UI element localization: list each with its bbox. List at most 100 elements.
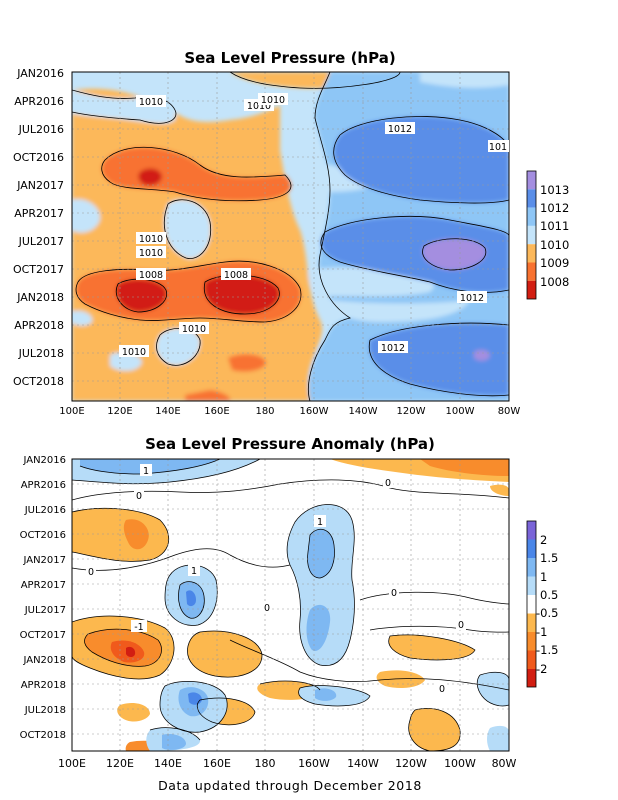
- slp-panel: Sea Level Pressure (hPa): [13, 49, 569, 417]
- slp-y-tick-label: OCT2017: [13, 263, 64, 276]
- anomaly-contour-label: 0: [385, 478, 391, 489]
- slp-x-tick-label: 140E: [155, 406, 180, 417]
- slp-x-tick-label: 160W: [300, 406, 329, 417]
- slp-x-tick-label: 160E: [204, 406, 229, 417]
- slp-y-tick-label: JAN2018: [16, 291, 64, 304]
- slp-colorbar: 1013 1012 1011 1010 1009 1008: [526, 170, 569, 300]
- slp-y-tick-label: APR2018: [14, 319, 64, 332]
- anomaly-contour-label: 1: [143, 466, 149, 477]
- slp-x-tick-label: 120W: [397, 406, 426, 417]
- anomaly-contour-label: 0: [264, 603, 270, 614]
- anomaly-colorbar-label: -1: [536, 625, 547, 639]
- anomaly-y-tick-label: OCT2017: [20, 630, 66, 641]
- slp-contour-label: 1010: [139, 248, 163, 259]
- anomaly-contour-label: 0: [391, 588, 397, 599]
- slp-colorbar-label: 1013: [540, 183, 569, 197]
- anomaly-x-tick-label: 180: [255, 757, 276, 770]
- slp-colorbar-swatch: [527, 244, 536, 263]
- slp-y-axis: JAN2016 APR2016 JUL2016 OCT2016 JAN2017 …: [13, 67, 64, 388]
- anomaly-x-tick-label: 140E: [154, 757, 182, 770]
- anomaly-colorbar-label: -2: [536, 662, 547, 676]
- anomaly-plot-frame: [71, 458, 510, 752]
- slp-x-tick-label: 100W: [446, 406, 475, 417]
- slp-colorbar-label: 1008: [540, 275, 569, 289]
- anomaly-contour-label: 0: [439, 684, 445, 695]
- anomaly-x-tick-label: 80W: [492, 757, 517, 770]
- anomaly-colorbar-swatch: [527, 521, 536, 540]
- slp-contour-label: 1012: [460, 293, 484, 304]
- anomaly-colorbar-label: 2: [540, 533, 547, 547]
- anomaly-contour-label: 0: [88, 567, 94, 578]
- slp-colorbar-label: 1011: [540, 219, 569, 233]
- slp-colorbar-label: 1010: [540, 238, 569, 252]
- slp-contour-label: 1012: [388, 124, 412, 135]
- anomaly-colorbar-swatch: [527, 576, 536, 595]
- anomaly-colorbar-label: 1.5: [540, 551, 558, 565]
- anomaly-x-tick-label: 120W: [395, 757, 427, 770]
- anomaly-y-axis: JAN2016 APR2016 JUL2016 OCT2016 JAN2017 …: [20, 455, 66, 741]
- anomaly-y-tick-label: JUL2018: [24, 705, 66, 716]
- slp-y-tick-label: JUL2018: [18, 347, 64, 360]
- slp-y-tick-label: JUL2017: [18, 235, 64, 248]
- slp-plot-frame: [71, 71, 510, 402]
- anomaly-colorbar-swatch: [527, 632, 536, 651]
- anomaly-y-tick-label: JUL2016: [24, 505, 66, 516]
- slp-contour-label: 1010: [122, 347, 146, 358]
- slp-colorbar-label: 1009: [540, 256, 569, 270]
- slp-contour-labels: 1010 1010 1010 1012 101 1010 1010 1008 1…: [119, 93, 509, 358]
- anomaly-contour-label: -1: [134, 622, 143, 633]
- anomaly-colorbar-swatch: [527, 650, 536, 669]
- anomaly-colorbar-label: -0.5: [536, 606, 558, 620]
- slp-contour-label: 1012: [381, 343, 405, 354]
- anomaly-contour-label: 0: [136, 491, 142, 502]
- slp-colorbar-label: 1012: [540, 201, 569, 215]
- anomaly-title: Sea Level Pressure Anomaly (hPa): [145, 435, 435, 453]
- anomaly-colorbar-swatch: [527, 669, 536, 687]
- slp-colorbar-swatch: [527, 207, 536, 226]
- anomaly-field: [72, 459, 509, 751]
- anomaly-colorbar-swatch: [527, 558, 536, 577]
- slp-colorbar-swatch: [527, 189, 536, 208]
- anomaly-contour-label: 1: [317, 517, 323, 528]
- slp-contour-label: 1010: [247, 101, 271, 112]
- slp-y-tick-label: JAN2017: [16, 179, 64, 192]
- anomaly-y-tick-label: JAN2016: [22, 455, 66, 466]
- anomaly-x-tick-label: 140W: [347, 757, 379, 770]
- slp-x-axis: 100E 120E 140E 160E 180 160W 140W 120W 1…: [59, 406, 520, 417]
- slp-contour-label: 1008: [224, 270, 248, 281]
- slp-colorbar-swatch: [527, 280, 536, 299]
- anomaly-colorbar-swatch: [527, 613, 536, 632]
- anomaly-contour-label: 1: [191, 566, 197, 577]
- anomaly-contour-labels: 1 0 0 1 0 1 0 0 0 -1 0: [86, 464, 466, 695]
- slp-y-tick-label: OCT2016: [13, 151, 64, 164]
- slp-x-tick-label: 80W: [498, 406, 521, 417]
- anomaly-panel: Sea Level Pressure Anomaly (hPa): [20, 435, 559, 770]
- anomaly-contour-label: 0: [458, 620, 464, 631]
- slp-contour-label: 1010: [261, 95, 285, 106]
- slp-x-tick-label: 140W: [349, 406, 378, 417]
- anomaly-y-tick-label: JAN2017: [22, 555, 66, 566]
- slp-colorbar-swatch: [527, 262, 536, 281]
- slp-y-tick-label: OCT2018: [13, 375, 64, 388]
- slp-contour-label: 1010: [139, 234, 163, 245]
- anomaly-y-tick-label: OCT2018: [20, 730, 66, 741]
- anomaly-y-tick-label: OCT2016: [20, 530, 66, 541]
- anomaly-colorbar-label: 1: [540, 570, 547, 584]
- anomaly-colorbar-swatch: [527, 595, 536, 614]
- slp-y-tick-label: JAN2016: [16, 67, 64, 80]
- data-updated-footer: Data updated through December 2018: [158, 778, 422, 793]
- anomaly-colorbar-swatch: [527, 539, 536, 558]
- anomaly-colorbar: 2 1.5 1 0.5 -0.5 -1 -1.5 -2: [526, 520, 558, 688]
- slp-title: Sea Level Pressure (hPa): [184, 49, 395, 67]
- anomaly-x-tick-label: 100E: [58, 757, 86, 770]
- slp-contour-label: 1010: [139, 97, 163, 108]
- anomaly-y-tick-label: JAN2018: [22, 655, 66, 666]
- slp-contour-label: 1008: [139, 270, 163, 281]
- anomaly-y-tick-label: APR2018: [21, 680, 66, 691]
- slp-contour-label: 1010: [182, 324, 206, 335]
- slp-y-tick-label: APR2016: [14, 95, 64, 108]
- slp-y-tick-label: APR2017: [14, 207, 64, 220]
- anomaly-y-tick-label: APR2017: [21, 580, 66, 591]
- slp-x-tick-label: 100E: [59, 406, 84, 417]
